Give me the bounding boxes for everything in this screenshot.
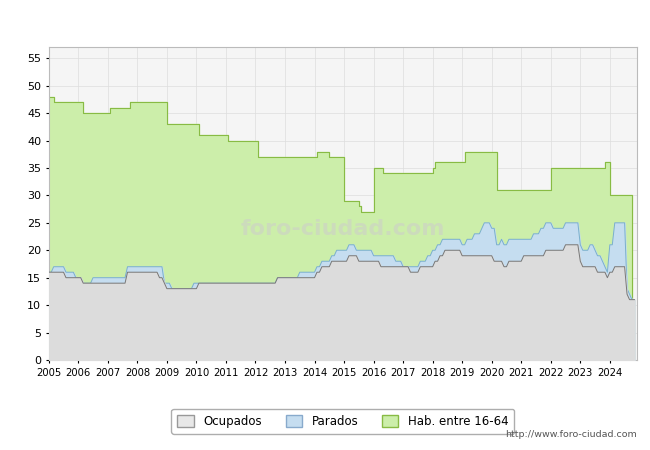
Text: http://www.foro-ciudad.com: http://www.foro-ciudad.com bbox=[505, 430, 637, 439]
Legend: Ocupados, Parados, Hab. entre 16-64: Ocupados, Parados, Hab. entre 16-64 bbox=[172, 409, 514, 434]
Text: foro-ciudad.com: foro-ciudad.com bbox=[240, 219, 445, 238]
Text: Muñotello - Evolucion de la poblacion en edad de Trabajar Noviembre de 2024: Muñotello - Evolucion de la poblacion en… bbox=[79, 13, 571, 26]
